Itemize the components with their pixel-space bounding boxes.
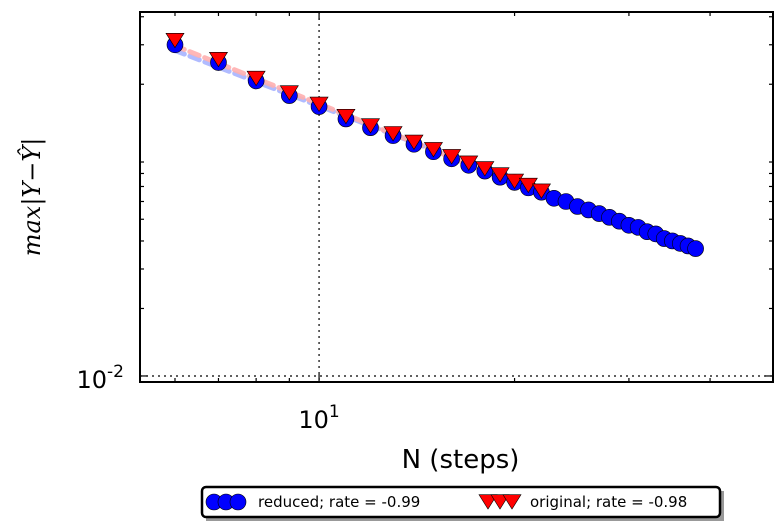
legend-original-markers [478,494,522,510]
legend-original-marker [490,494,510,510]
legend: reduced; rate = -0.99 original; rate = -… [200,485,724,521]
original-data-point [309,96,329,113]
legend-box [200,485,722,519]
original-data-point [518,177,538,194]
legend-original-marker [478,494,498,510]
original-data-point [423,142,443,158]
original-data-point [531,183,551,199]
legend-original-marker [502,494,522,510]
original-data-point [360,118,381,134]
legend-reduced-label: reduced; rate = -0.99 [258,493,420,511]
original-data-point [475,161,495,177]
legend-reduced-markers [205,493,247,511]
original-data-point [336,109,356,125]
legend-reduced-marker [229,493,247,511]
y-axis-label: max|Y−Ŷ| [17,138,47,257]
original-data-point [459,155,479,171]
original-data-point [165,32,185,49]
reduced-data-point [687,240,704,257]
legend-original-label: original; rate = -0.98 [530,493,687,511]
original-data-point [490,167,510,183]
original-data-point [505,173,525,190]
x-axis-label: N (steps) [402,445,520,475]
original-data-point [208,51,229,68]
original-data-point [279,85,299,101]
original-data-point [442,149,462,165]
original-data-point [383,126,403,142]
original-data-point [404,134,424,151]
x-tick-label: 101 [298,402,339,434]
plot-frame [139,11,774,383]
original-data-point [246,70,266,87]
data-markers [165,32,704,257]
y-tick-label: 10-2 [77,362,125,394]
